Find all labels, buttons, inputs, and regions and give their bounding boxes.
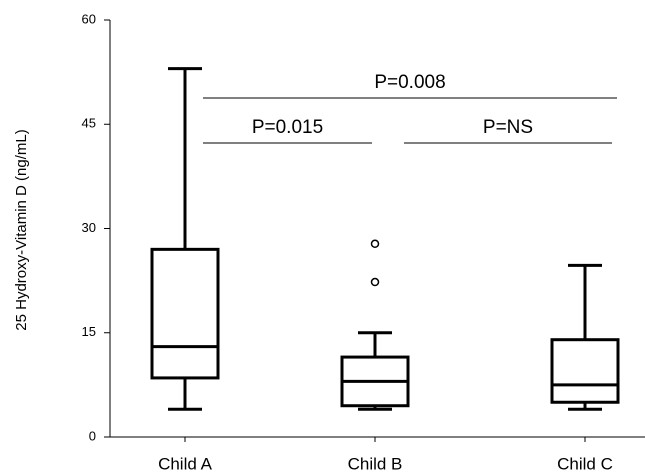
- box: [550, 338, 620, 404]
- y-tick-label: 45: [82, 116, 96, 131]
- significance-label: P=0.008: [374, 72, 445, 93]
- y-tick-label: 30: [82, 220, 96, 235]
- y-tick-label: 15: [82, 324, 96, 339]
- y-tick-label: 60: [82, 11, 96, 26]
- significance-label: P=0.015: [252, 117, 323, 138]
- x-tick-label: Child B: [348, 454, 403, 473]
- significance-label: P=NS: [483, 117, 533, 138]
- box: [150, 247, 220, 380]
- outlier: [370, 239, 380, 249]
- outlier: [370, 277, 380, 287]
- x-tick-label: Child C: [557, 454, 613, 473]
- x-tick-label: Child A: [158, 454, 213, 473]
- y-tick-label: 0: [89, 428, 96, 443]
- y-axis-label: 25 Hydroxy-Vitamin D (ng/mL): [13, 129, 30, 330]
